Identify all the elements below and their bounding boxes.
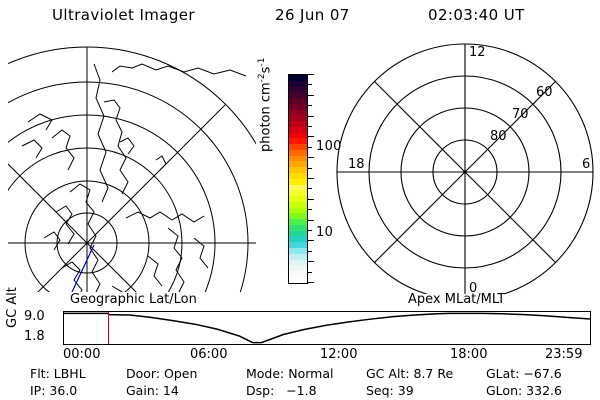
colorbar: photon cm-2s-1 100 10 (257, 56, 341, 296)
strip-xtick-3: 18:00 (450, 347, 488, 362)
colorbar-swatch-22 (289, 201, 307, 208)
observation-date: 26 Jun 07 (275, 6, 350, 24)
colorbar-swatch-26 (289, 224, 307, 231)
colorbar-swatch-15 (289, 161, 307, 168)
colorbar-swatch-7 (289, 115, 307, 122)
status-flt: Flt: LBHL (30, 366, 86, 381)
strip-plot-box (63, 311, 591, 345)
colorbar-swatch-13 (289, 149, 307, 156)
altitude-trace (64, 312, 590, 344)
colorbar-swatch-4 (289, 98, 307, 104)
status-mode: Mode: Normal (246, 366, 334, 381)
observation-time: 02:03:40 UT (428, 6, 525, 24)
colorbar-swatch-16 (289, 167, 307, 174)
strip-xtick-4: 23:59 (545, 347, 583, 362)
colorbar-swatch-10 (289, 132, 307, 139)
colorbar-swatch-11 (289, 138, 307, 145)
mlt-label-0: 0 (469, 281, 477, 294)
colorbar-swatch-32 (289, 259, 307, 266)
strip-xtick-2: 12:00 (320, 347, 358, 362)
status-door: Door: Open (126, 366, 198, 381)
strip-plot-svg (64, 312, 590, 344)
colorbar-swatch-6 (289, 109, 307, 116)
colorbar-swatch-12 (289, 144, 307, 150)
colorbar-swatch-30 (289, 247, 307, 254)
colorbar-swatch-24 (289, 213, 307, 220)
strip-xtick-0: 00:00 (63, 347, 101, 362)
status-dsp: Dsp: −1.8 (246, 383, 317, 398)
status-seq: Seq: 39 (366, 383, 414, 398)
colorbar-swatch-34 (289, 271, 307, 277)
colorbar-swatch-31 (289, 253, 307, 260)
strip-ylabel: GC Alt (5, 287, 20, 328)
geographic-map-svg (8, 46, 256, 292)
colorbar-gradient-box (288, 74, 308, 284)
colorbar-swatch-19 (289, 184, 307, 191)
colorbar-swatch-35 (289, 276, 307, 283)
mlt-dial-panel[interactable]: 12 6 0 18 80 70 60 (330, 42, 594, 294)
strip-ytick-max: 9.0 (24, 309, 45, 324)
colorbar-swatch-3 (289, 92, 307, 99)
coastline-outlines (21, 63, 247, 292)
colorbar-swatch-27 (289, 230, 307, 237)
strip-xtick-1: 06:00 (190, 347, 228, 362)
colorbar-swatch-1 (289, 80, 307, 87)
colorbar-swatch-29 (289, 242, 307, 248)
mlat-label-70: 70 (512, 107, 529, 122)
colorbar-axis-title: photon cm-2s-1 (257, 57, 274, 152)
status-gc-alt: GC Alt: 8.7 Re (366, 366, 454, 381)
colorbar-swatch-17 (289, 173, 307, 179)
colorbar-swatch-20 (289, 190, 307, 197)
status-gain: Gain: 14 (126, 383, 179, 398)
terminator-line (71, 244, 95, 292)
geographic-map-panel[interactable] (8, 42, 256, 292)
mlt-label-6: 6 (582, 157, 590, 172)
colorbar-swatch-0 (289, 75, 307, 81)
latitude-graticule (8, 46, 256, 292)
left-panel-caption: Geographic Lat/Lon (70, 292, 197, 307)
strip-ytick-min: 1.8 (24, 329, 45, 344)
colorbar-swatch-23 (289, 207, 307, 214)
mlat-label-80: 80 (490, 129, 507, 144)
colorbar-swatch-33 (289, 265, 307, 272)
colorbar-swatch-18 (289, 178, 307, 185)
status-glon: GLon: 332.6 (486, 383, 562, 398)
colorbar-swatch-5 (289, 103, 307, 110)
status-ip: IP: 36.0 (30, 383, 78, 398)
colorbar-swatch-21 (289, 196, 307, 202)
colorbar-swatch-2 (289, 86, 307, 93)
orbit-altitude-strip-plot[interactable]: GC Alt 9.0 1.8 00:00 06:00 12:00 18:00 2… (0, 287, 600, 362)
colorbar-swatch-8 (289, 121, 307, 127)
mlt-label-12: 12 (469, 45, 486, 60)
colorbar-swatch-25 (289, 219, 307, 225)
mlt-label-18: 18 (348, 157, 365, 172)
colorbar-ticks (308, 74, 314, 283)
colorbar-gradient (289, 75, 307, 283)
status-bar: Flt: LBHL IP: 36.0 Door: Open Gain: 14 M… (0, 366, 600, 400)
mlat-label-60: 60 (536, 85, 553, 100)
instrument-title: Ultraviolet Imager (52, 6, 195, 24)
colorbar-tick-label-100: 100 (316, 139, 342, 154)
colorbar-tick-label-10: 10 (316, 225, 334, 240)
longitude-graticule (8, 47, 256, 292)
status-glat: GLat: −67.6 (486, 366, 562, 381)
time-cursor (108, 312, 110, 344)
colorbar-swatch-9 (289, 126, 307, 133)
colorbar-swatch-28 (289, 236, 307, 243)
right-panel-caption: Apex MLat/MLT (408, 292, 506, 307)
mlt-dial-svg: 12 6 0 18 80 70 60 (336, 43, 594, 294)
colorbar-swatch-14 (289, 155, 307, 162)
mlt-axis-diag-2 (373, 80, 557, 264)
